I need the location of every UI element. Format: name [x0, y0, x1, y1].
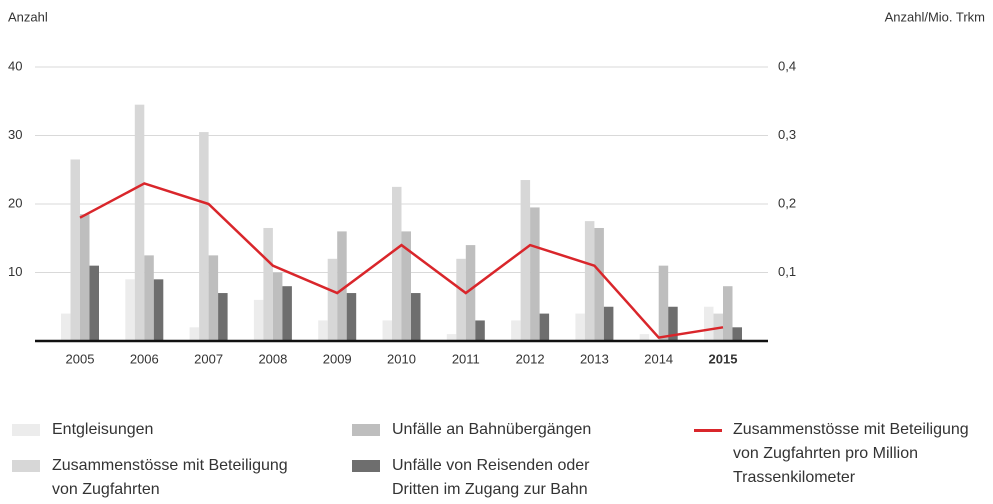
bar: [153, 279, 164, 341]
bar: [327, 258, 338, 341]
bar: [475, 320, 485, 341]
x-tick-label: 2012: [516, 351, 545, 366]
bar: [70, 159, 80, 341]
bar: [134, 104, 145, 341]
bar: [639, 334, 650, 341]
y-tick-label: 30: [8, 127, 22, 142]
bar: [704, 306, 714, 341]
bar: [125, 279, 135, 341]
bar: [732, 327, 742, 341]
legend-marker: [352, 460, 380, 472]
x-tick-label: 2014: [644, 351, 673, 366]
legend-marker: [12, 460, 40, 472]
bar: [61, 313, 71, 341]
bar: [511, 320, 521, 341]
x-tick-label: 2009: [323, 351, 352, 366]
line-series: [79, 182, 724, 339]
y2-tick-label: 0,1: [778, 264, 796, 279]
legend-label: Unfälle an Bahnübergängen: [392, 421, 592, 438]
y2-axis-label: Anzahl/Mio. Trkm: [885, 9, 985, 24]
x-tick-label: 2005: [66, 351, 95, 366]
bar: [539, 313, 550, 341]
bar: [263, 227, 273, 341]
y-tick-label: 10: [8, 264, 22, 279]
bar: [411, 293, 421, 341]
bar: [594, 227, 604, 341]
bar: [80, 214, 90, 341]
bar: [282, 286, 292, 341]
bar: [658, 265, 669, 341]
bar: [392, 186, 402, 341]
bar: [584, 221, 595, 341]
bar: [346, 293, 357, 341]
bar: [446, 334, 457, 341]
x-tick-label: 2015: [709, 351, 738, 366]
bar: [465, 245, 476, 341]
legend-marker: [12, 424, 40, 436]
y-tick-label: 20: [8, 195, 22, 210]
legend-label: Entgleisungen: [52, 421, 154, 438]
chart: Anzahl Anzahl/Mio. Trkm 10 20 30 40 0,1 0,2 0,…: [8, 9, 985, 366]
y-tick-label: 40: [8, 58, 22, 73]
bar: [189, 327, 200, 341]
x-tick-label: 2010: [387, 351, 416, 366]
y2-tick-label: 0,4: [778, 58, 796, 73]
y2-tick-label: 0,2: [778, 195, 796, 210]
bar: [208, 255, 219, 341]
y-axis-label: Anzahl: [8, 9, 48, 24]
bar: [89, 265, 99, 341]
bar: [272, 272, 283, 341]
x-tick-label: 2008: [258, 351, 287, 366]
bar: [520, 180, 531, 341]
legend-label: Unfälle von Reisenden oder Dritten im Zu…: [392, 457, 590, 498]
bar: [337, 231, 347, 341]
bar: [382, 320, 392, 341]
x-tick-label: 2006: [130, 351, 159, 366]
bar: [530, 207, 540, 341]
bar: [144, 255, 154, 341]
bar: [253, 299, 264, 341]
bar: [575, 313, 585, 341]
x-tick-label: 2007: [194, 351, 223, 366]
x-tick-label: 2011: [452, 351, 480, 366]
bar: [318, 320, 328, 341]
y2-tick-label: 0,3: [778, 127, 796, 142]
bar: [668, 306, 678, 341]
legend-marker: [694, 429, 722, 432]
legend-label: Zusammenstösse mit Beteiligung von Zugfa…: [52, 457, 288, 498]
bar: [401, 231, 411, 341]
bar: [603, 306, 614, 341]
legend-marker: [352, 424, 380, 436]
legend-label: Zusammenstösse mit Beteiligung von Zugfa…: [733, 421, 969, 486]
bar: [456, 258, 466, 341]
bar: [218, 293, 228, 341]
x-tick-label: 2013: [580, 351, 609, 366]
bar: [199, 132, 209, 341]
bar: [723, 286, 733, 341]
